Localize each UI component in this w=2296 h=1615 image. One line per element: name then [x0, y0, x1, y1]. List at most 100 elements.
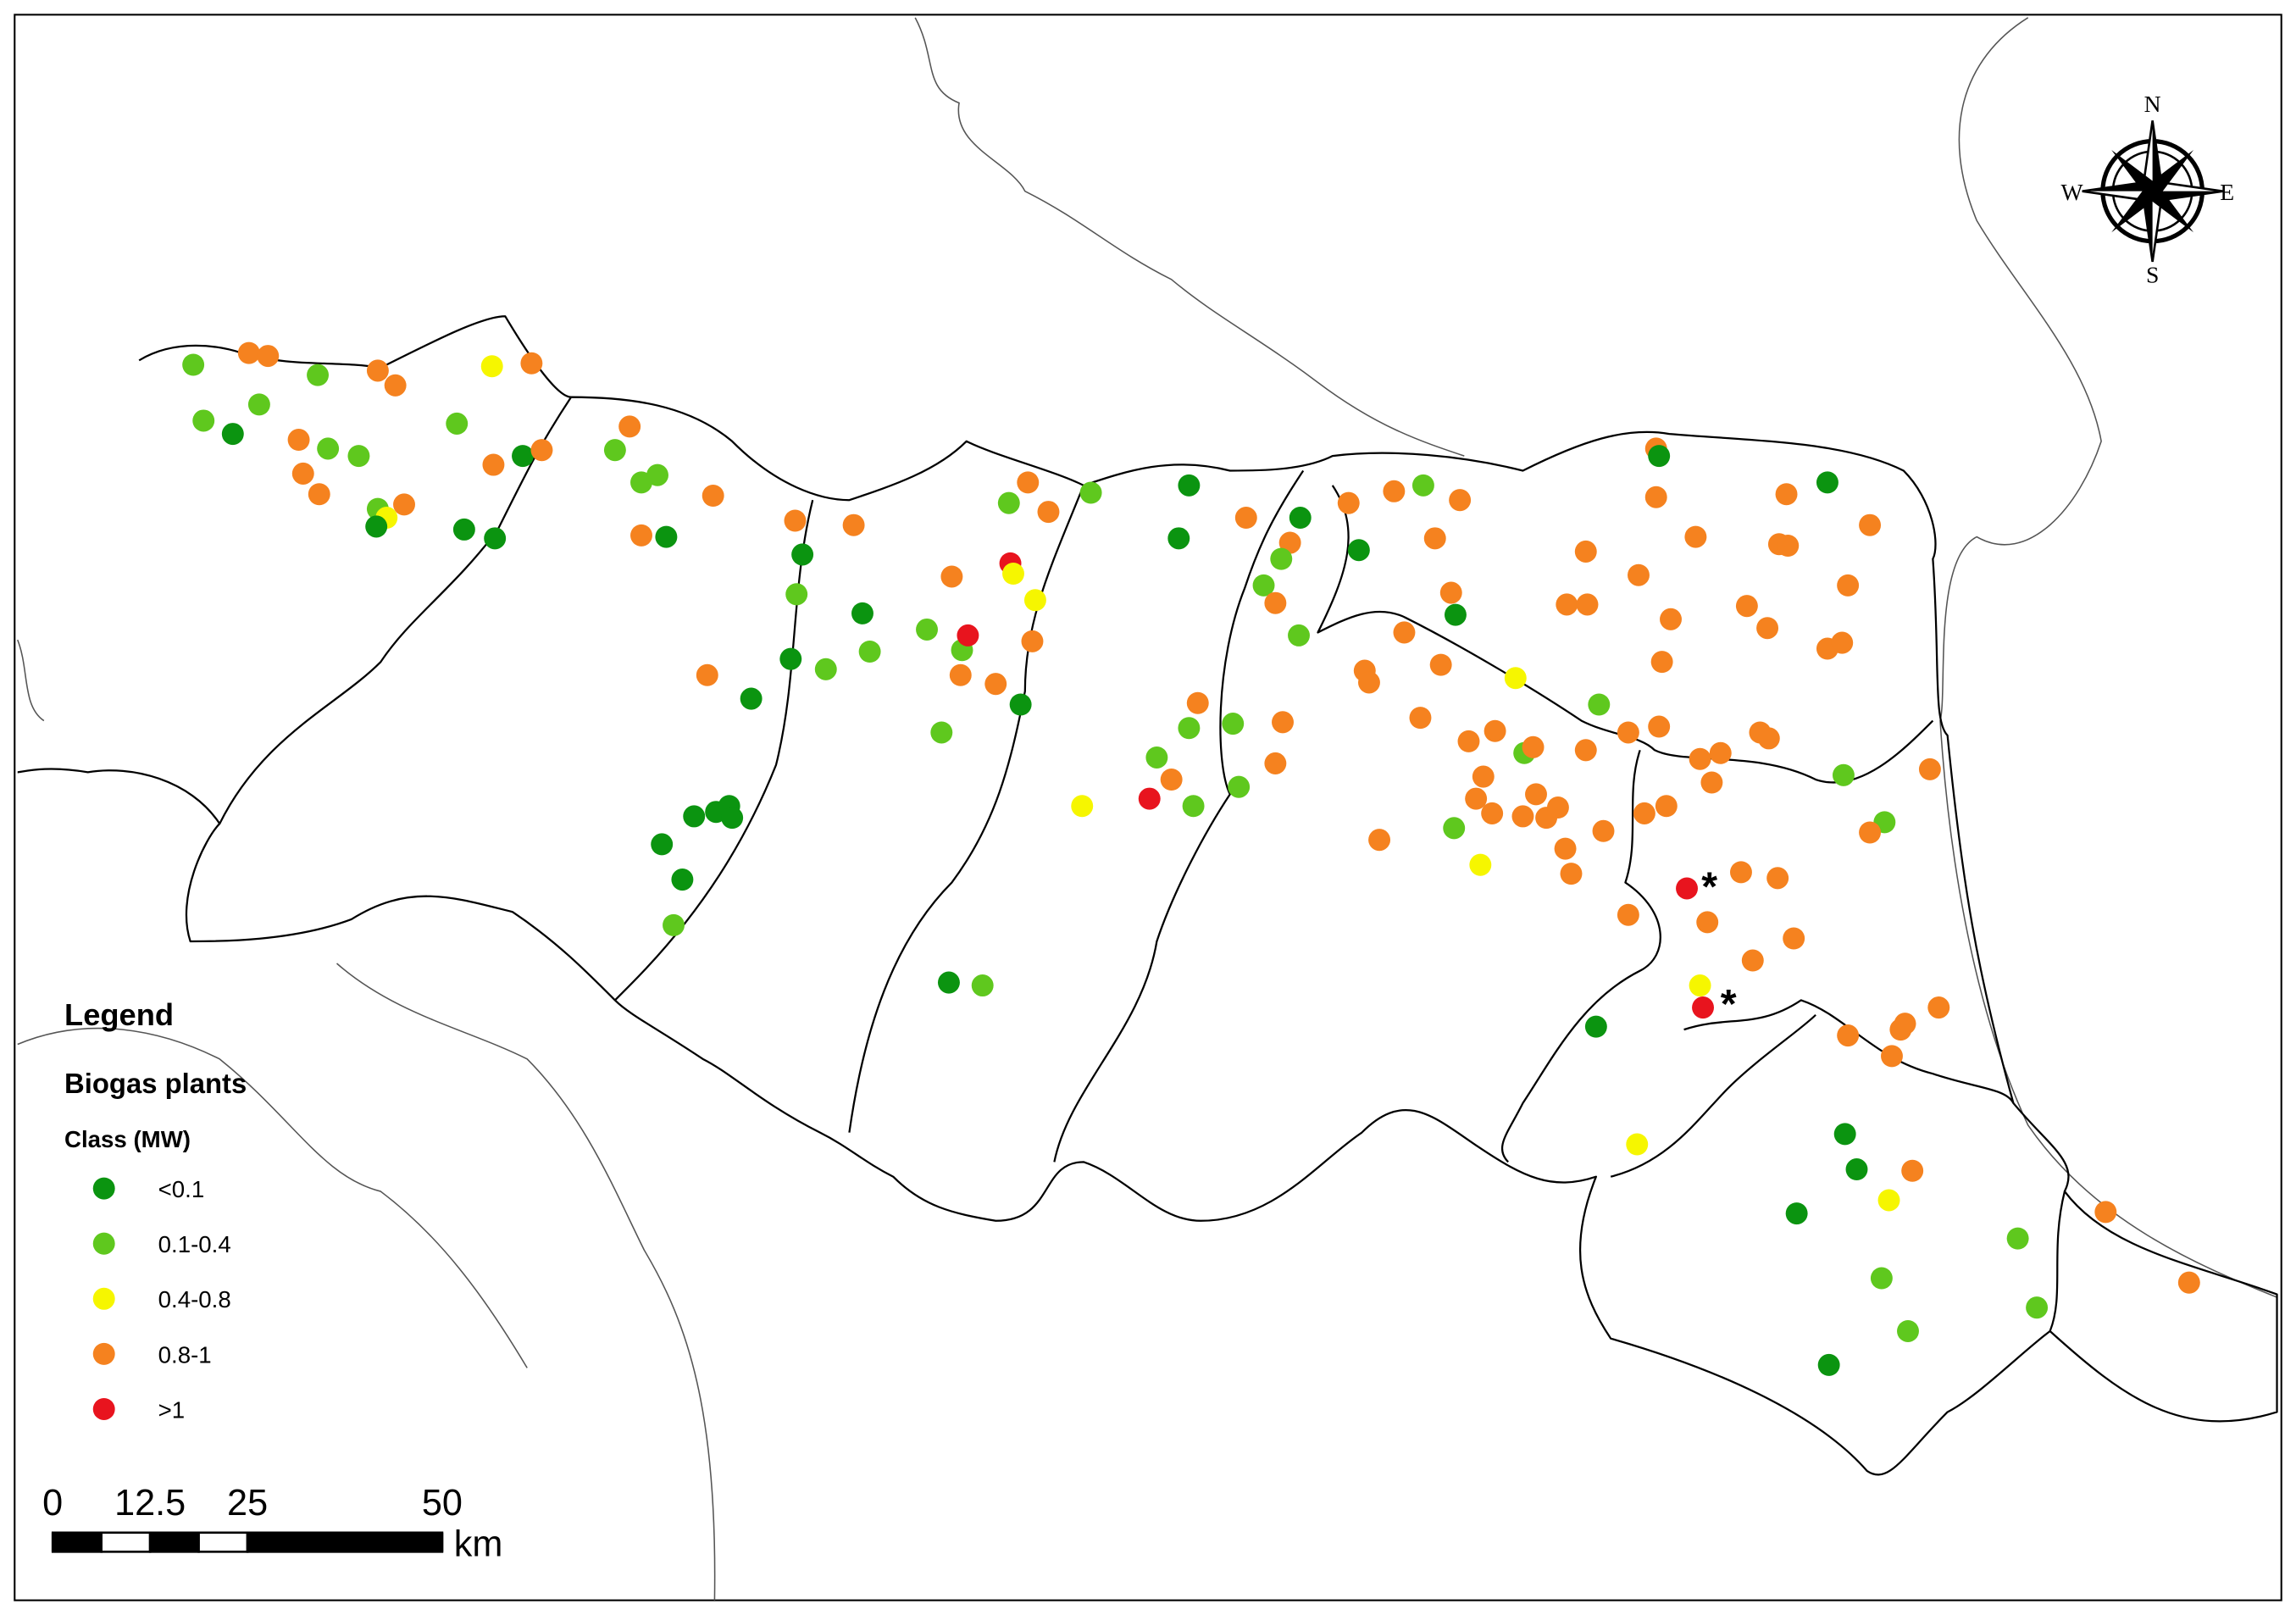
plant	[287, 429, 310, 452]
plant	[779, 647, 802, 670]
plant	[1832, 763, 1855, 786]
plant	[1472, 765, 1495, 788]
province-border	[1053, 469, 1305, 1163]
plant	[1411, 474, 1434, 497]
plant	[1264, 752, 1287, 774]
plant	[1877, 1189, 1900, 1212]
plant	[1554, 837, 1577, 860]
legend-class-title: Class (MW)	[64, 1126, 191, 1152]
plant	[1409, 707, 1432, 730]
plant	[1676, 877, 1698, 900]
legend-swatch	[92, 1177, 115, 1200]
compass-west: W	[2061, 179, 2084, 205]
plants: **	[182, 341, 2200, 1376]
coastline	[17, 1027, 528, 1368]
region-border	[17, 315, 2278, 1476]
plant	[1709, 741, 1732, 764]
legend-swatch	[92, 1287, 115, 1310]
plant	[347, 445, 370, 468]
plant	[949, 663, 972, 686]
plant	[916, 618, 938, 641]
plant	[1845, 1158, 1868, 1181]
scale-segment	[51, 1531, 103, 1553]
plant	[1756, 617, 1779, 640]
plant	[1837, 574, 1860, 597]
plant	[1735, 595, 1758, 618]
compass: N S W E	[2061, 91, 2235, 287]
plant	[1574, 540, 1597, 563]
plant	[482, 453, 505, 476]
legend-swatch	[92, 1232, 115, 1255]
plant	[1574, 739, 1597, 762]
plant	[1927, 996, 1950, 1019]
plant	[663, 913, 685, 936]
plant	[791, 543, 814, 566]
plant	[1358, 671, 1380, 694]
legend-swatch	[92, 1342, 115, 1365]
legend-label: 0.1-0.4	[158, 1231, 231, 1257]
plant	[785, 583, 808, 606]
plant	[307, 364, 330, 386]
plant	[1222, 713, 1245, 735]
province-border	[848, 485, 1084, 1133]
plant	[1775, 483, 1798, 506]
legend-label: 0.4-0.8	[158, 1286, 231, 1313]
plant	[1617, 903, 1639, 926]
compass-star	[2111, 150, 2194, 233]
plant	[671, 869, 694, 891]
plant	[1278, 531, 1301, 554]
plant	[1816, 471, 1838, 494]
plant	[1831, 631, 1854, 654]
legend-title: Legend	[64, 997, 174, 1032]
plant	[1546, 796, 1569, 819]
scale-label: 50	[422, 1483, 463, 1523]
legend-swatch	[92, 1397, 115, 1420]
plant	[1833, 1123, 1856, 1146]
plant	[696, 663, 718, 686]
plant	[1783, 927, 1805, 950]
plant	[1592, 819, 1615, 842]
plant	[1730, 861, 1752, 884]
plant	[1021, 630, 1044, 652]
plant	[630, 524, 652, 547]
plant	[221, 423, 244, 446]
plant	[452, 518, 475, 541]
plant	[1757, 727, 1780, 750]
plant	[1264, 591, 1287, 614]
plant	[2026, 1296, 2049, 1319]
plant	[1182, 795, 1205, 818]
plant	[1837, 1024, 1860, 1047]
plant	[1901, 1159, 1924, 1182]
province-border	[1610, 1013, 1816, 1178]
scale-label: 25	[227, 1483, 268, 1523]
plant	[1889, 1018, 1912, 1041]
plant	[651, 833, 674, 856]
plant	[721, 807, 744, 830]
plant	[2177, 1271, 2200, 1294]
plant	[446, 412, 469, 435]
plant	[1689, 974, 1711, 997]
plant	[1766, 867, 1789, 890]
plant	[1481, 802, 1504, 824]
scale-label: 12.5	[114, 1483, 186, 1523]
plant	[1560, 863, 1583, 885]
plant	[1393, 621, 1416, 644]
legend: <0.1 0.1-0.4 0.4-0.8 0.8-1 >1	[92, 1176, 231, 1423]
plant	[192, 409, 215, 432]
plant	[1079, 481, 1102, 504]
plant	[1584, 1015, 1607, 1038]
plant	[784, 509, 807, 532]
plant	[1588, 693, 1611, 716]
plant	[842, 513, 865, 536]
plant	[1525, 783, 1547, 806]
plant	[1469, 853, 1492, 876]
plant	[1272, 711, 1294, 734]
coastline	[914, 17, 1465, 457]
legend-label: >1	[158, 1396, 186, 1423]
plant	[1368, 829, 1391, 852]
plant	[1337, 491, 1360, 514]
legend-label: <0.1	[158, 1176, 205, 1202]
plant	[1443, 817, 1466, 840]
plant	[480, 355, 503, 378]
plant	[1017, 471, 1040, 494]
